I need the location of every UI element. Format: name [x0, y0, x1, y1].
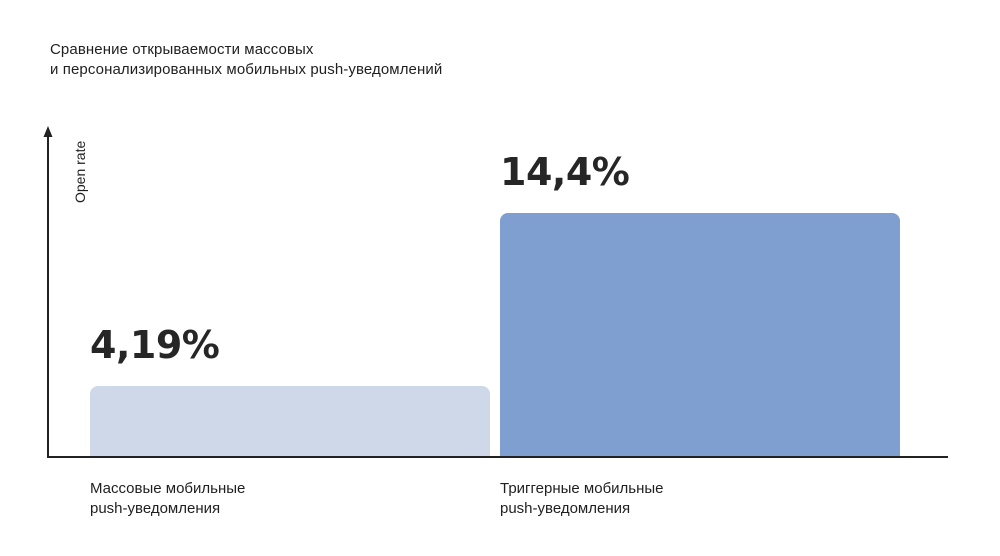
value-label-0: 4,19%: [90, 323, 219, 367]
category-label-0-line-2: push-уведомления: [90, 500, 221, 517]
category-label-1-line-2: push-уведомления: [500, 500, 631, 517]
bar-0: [90, 386, 490, 465]
bars-layer: [0, 213, 1000, 478]
below-baseline-mask: [0, 458, 1000, 478]
y-axis-label: Open rate: [72, 141, 88, 203]
chart-title: Сравнение открываемости массовых и персо…: [50, 40, 670, 80]
category-label-0-line-1: Массовые мобильные: [90, 480, 246, 497]
category-label-1: Триггерные мобильные push-уведомления: [500, 479, 664, 519]
chart-title-line-1: Сравнение открываемости массовых: [50, 41, 314, 58]
bar-1: [500, 213, 900, 465]
category-label-1-line-1: Триггерные мобильные: [500, 480, 664, 497]
category-label-0: Массовые мобильные push-уведомления: [90, 479, 245, 519]
value-label-1: 14,4%: [500, 150, 629, 194]
value-labels-layer: 4,19% 14,4%: [90, 150, 630, 367]
chart-title-line-2: и персонализированных мобильных push-уве…: [50, 61, 443, 78]
y-axis-arrow-icon: [43, 126, 53, 137]
